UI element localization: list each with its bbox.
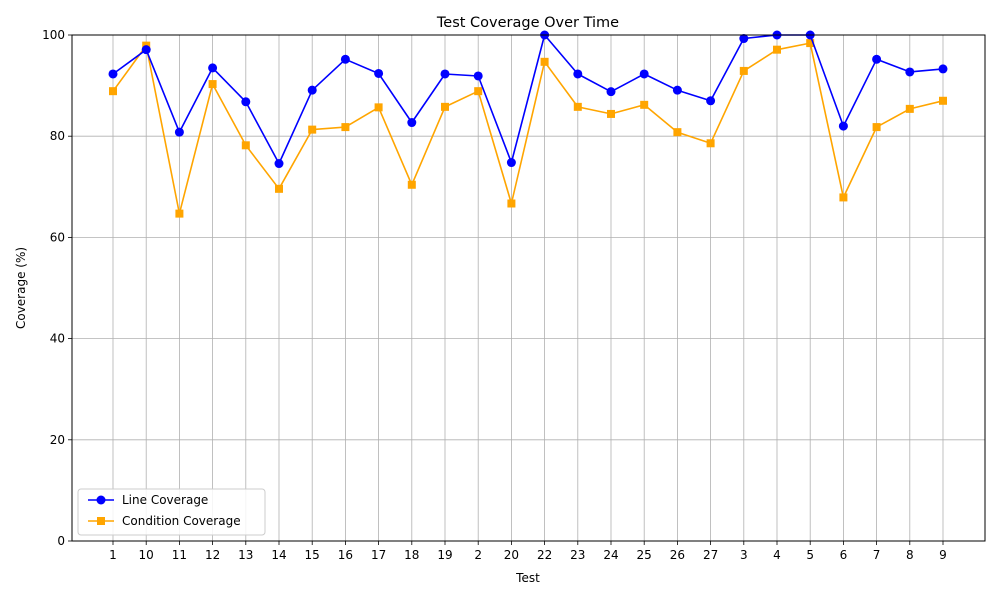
plot-frame xyxy=(71,34,986,542)
data-point-line-coverage xyxy=(473,71,483,81)
data-point-condition-coverage xyxy=(806,39,815,48)
x-tick-label: 25 xyxy=(637,548,652,562)
x-tick-label: 18 xyxy=(404,548,419,562)
legend-marker-condition-coverage xyxy=(97,517,105,525)
data-point-line-coverage xyxy=(573,69,583,79)
data-point-condition-coverage xyxy=(308,125,317,134)
x-tick-label: 3 xyxy=(740,548,748,562)
series-line-condition-coverage xyxy=(112,42,944,215)
data-point-line-coverage xyxy=(241,97,251,107)
x-tick-label: 2 xyxy=(474,548,482,562)
data-point-condition-coverage xyxy=(640,100,649,109)
x-tick-label: 8 xyxy=(906,548,914,562)
data-point-condition-coverage xyxy=(905,104,914,113)
y-tick-label: 40 xyxy=(50,332,65,346)
data-point-line-coverage xyxy=(174,127,184,137)
data-point-condition-coverage xyxy=(673,128,682,137)
y-tick-label: 80 xyxy=(50,129,65,143)
x-tick-label: 1 xyxy=(109,548,117,562)
x-tick-label: 7 xyxy=(873,548,881,562)
data-point-line-coverage xyxy=(506,158,516,168)
data-point-condition-coverage xyxy=(241,141,250,150)
y-tick-label: 20 xyxy=(50,433,65,447)
data-point-line-coverage xyxy=(706,96,716,106)
y-tick-label: 100 xyxy=(42,28,65,42)
data-point-line-coverage xyxy=(905,67,915,77)
data-point-line-coverage xyxy=(141,45,151,55)
chart-title: Test Coverage Over Time xyxy=(436,15,619,31)
data-point-condition-coverage xyxy=(441,102,449,111)
x-tick-label: 19 xyxy=(437,548,452,562)
data-point-condition-coverage xyxy=(374,103,383,112)
data-point-condition-coverage xyxy=(341,123,350,132)
data-point-line-coverage xyxy=(739,34,749,44)
y-tick-label: 60 xyxy=(50,230,65,244)
data-point-line-coverage xyxy=(872,54,882,64)
x-tick-label: 23 xyxy=(570,548,585,562)
data-point-condition-coverage xyxy=(939,96,947,105)
data-point-condition-coverage xyxy=(275,184,283,193)
x-tick-label: 11 xyxy=(172,548,187,562)
data-point-condition-coverage xyxy=(773,45,781,54)
x-tick-label: 16 xyxy=(338,548,353,562)
data-point-line-coverage xyxy=(440,69,450,79)
series-layer xyxy=(108,30,948,218)
x-tick-label: 4 xyxy=(773,548,781,562)
data-point-condition-coverage xyxy=(208,80,217,89)
y-tick-label: 0 xyxy=(57,534,65,548)
data-point-line-coverage xyxy=(838,121,848,131)
data-point-condition-coverage xyxy=(607,109,615,118)
x-tick-label: 5 xyxy=(806,548,814,562)
data-point-line-coverage xyxy=(606,87,616,97)
data-point-condition-coverage xyxy=(407,180,416,189)
data-point-line-coverage xyxy=(208,63,218,73)
x-tick-label: 27 xyxy=(703,548,718,562)
x-axis-title: Test xyxy=(515,571,540,585)
grid-lines xyxy=(72,34,985,542)
x-tick-label: 20 xyxy=(504,548,519,562)
data-point-line-coverage xyxy=(274,159,284,169)
data-point-condition-coverage xyxy=(872,123,881,132)
data-point-condition-coverage xyxy=(540,57,549,66)
data-point-condition-coverage xyxy=(839,193,848,202)
legend-label-condition-coverage: Condition Coverage xyxy=(122,514,241,528)
x-tick-label: 26 xyxy=(670,548,685,562)
data-point-line-coverage xyxy=(108,69,118,79)
data-point-line-coverage xyxy=(938,64,948,74)
x-tick-label: 22 xyxy=(537,548,552,562)
x-tick-label: 6 xyxy=(840,548,848,562)
data-point-condition-coverage xyxy=(706,139,715,148)
series-line-line-coverage xyxy=(112,34,944,165)
x-tick-label: 9 xyxy=(939,548,947,562)
x-tick-label: 14 xyxy=(271,548,286,562)
data-point-condition-coverage xyxy=(175,209,184,218)
data-point-line-coverage xyxy=(340,54,350,64)
data-point-line-coverage xyxy=(639,69,649,79)
data-point-line-coverage xyxy=(307,85,317,95)
y-axis-title: Coverage (%) xyxy=(14,247,28,329)
legend: Line Coverage Condition Coverage xyxy=(77,488,266,536)
x-tick-label: 13 xyxy=(238,548,253,562)
x-tick-label: 15 xyxy=(305,548,320,562)
tick-layer: 1 10 11 12 13 14 15 16 17 18 19 2 20 22 23 24 25 26 27 3 4 5 6… xyxy=(42,28,947,562)
data-point-condition-coverage xyxy=(573,102,582,111)
data-point-line-coverage xyxy=(407,118,417,128)
x-tick-label: 17 xyxy=(371,548,386,562)
legend-marker-line-coverage xyxy=(96,495,106,505)
legend-box xyxy=(77,488,266,536)
data-point-condition-coverage xyxy=(474,87,483,96)
data-point-line-coverage xyxy=(672,85,682,95)
data-point-condition-coverage xyxy=(507,199,516,208)
data-point-condition-coverage xyxy=(739,66,748,75)
data-point-line-coverage xyxy=(374,68,384,78)
series-line-coverage xyxy=(108,30,948,169)
x-tick-label: 24 xyxy=(603,548,618,562)
x-tick-label: 12 xyxy=(205,548,220,562)
legend-label-line-coverage: Line Coverage xyxy=(122,493,208,507)
x-tick-label: 10 xyxy=(139,548,154,562)
data-point-condition-coverage xyxy=(109,87,117,96)
